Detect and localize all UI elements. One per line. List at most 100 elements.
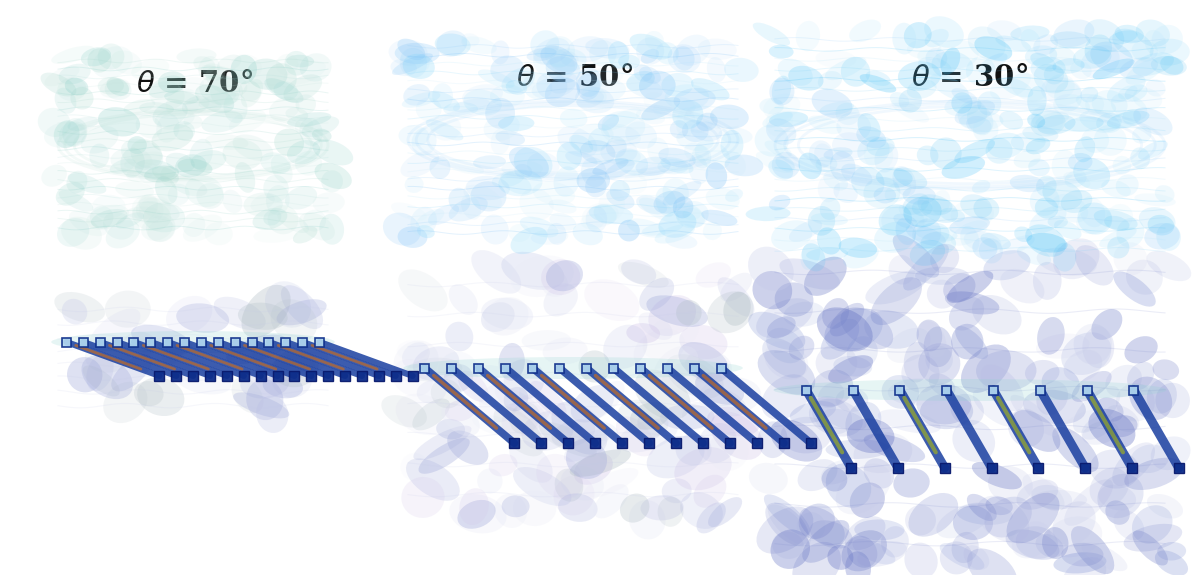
Ellipse shape [696, 503, 726, 534]
Ellipse shape [634, 329, 685, 369]
Ellipse shape [55, 88, 77, 114]
Ellipse shape [1043, 180, 1082, 210]
Ellipse shape [312, 139, 353, 166]
Ellipse shape [918, 343, 960, 385]
Ellipse shape [769, 78, 794, 105]
Ellipse shape [390, 59, 416, 76]
Ellipse shape [71, 87, 94, 109]
Ellipse shape [769, 195, 791, 210]
FancyBboxPatch shape [636, 363, 644, 373]
Ellipse shape [244, 193, 283, 217]
Ellipse shape [640, 71, 676, 101]
FancyBboxPatch shape [222, 371, 232, 381]
Ellipse shape [1151, 56, 1187, 76]
Ellipse shape [1042, 367, 1080, 400]
Ellipse shape [638, 312, 673, 340]
Ellipse shape [67, 117, 98, 131]
Ellipse shape [683, 208, 701, 220]
Ellipse shape [566, 439, 607, 479]
Ellipse shape [818, 382, 845, 408]
Ellipse shape [403, 84, 430, 106]
Ellipse shape [980, 233, 1010, 250]
Ellipse shape [121, 139, 163, 170]
Ellipse shape [925, 48, 947, 68]
Ellipse shape [44, 66, 79, 86]
Ellipse shape [1054, 553, 1106, 573]
Ellipse shape [398, 125, 430, 146]
Ellipse shape [913, 223, 949, 248]
Ellipse shape [91, 209, 127, 228]
Ellipse shape [852, 539, 895, 565]
Ellipse shape [749, 312, 805, 350]
Ellipse shape [698, 377, 761, 415]
Ellipse shape [485, 98, 515, 129]
Ellipse shape [578, 350, 611, 382]
Ellipse shape [725, 152, 746, 176]
Ellipse shape [676, 300, 702, 325]
Ellipse shape [274, 361, 296, 383]
Ellipse shape [252, 208, 287, 230]
FancyBboxPatch shape [163, 338, 172, 347]
Ellipse shape [246, 379, 283, 420]
Ellipse shape [100, 79, 131, 98]
Ellipse shape [416, 209, 444, 228]
Ellipse shape [936, 40, 979, 68]
Ellipse shape [918, 194, 958, 223]
Ellipse shape [859, 74, 896, 93]
Ellipse shape [931, 190, 950, 215]
Ellipse shape [1025, 224, 1066, 257]
Ellipse shape [893, 235, 940, 278]
FancyBboxPatch shape [582, 363, 590, 373]
Ellipse shape [510, 227, 547, 254]
Ellipse shape [895, 218, 916, 245]
Ellipse shape [908, 493, 959, 536]
Ellipse shape [41, 72, 77, 97]
Ellipse shape [270, 299, 317, 343]
Ellipse shape [233, 392, 289, 419]
Ellipse shape [124, 152, 163, 169]
Ellipse shape [647, 296, 708, 327]
Ellipse shape [691, 78, 730, 100]
Ellipse shape [184, 115, 203, 129]
Ellipse shape [1081, 415, 1114, 440]
Ellipse shape [956, 503, 1013, 525]
Ellipse shape [498, 116, 534, 131]
Ellipse shape [682, 120, 709, 142]
Ellipse shape [984, 250, 1031, 281]
Ellipse shape [127, 136, 146, 154]
Ellipse shape [61, 217, 102, 250]
Ellipse shape [775, 156, 794, 171]
Ellipse shape [988, 133, 1024, 158]
Ellipse shape [272, 349, 318, 387]
Ellipse shape [907, 39, 941, 59]
Ellipse shape [401, 49, 430, 72]
Ellipse shape [839, 237, 877, 258]
Ellipse shape [653, 97, 696, 119]
Ellipse shape [691, 145, 712, 168]
Ellipse shape [694, 475, 726, 508]
Ellipse shape [287, 140, 320, 164]
Ellipse shape [972, 295, 1021, 335]
Ellipse shape [818, 71, 842, 90]
Ellipse shape [1076, 207, 1111, 234]
Ellipse shape [641, 97, 680, 120]
Ellipse shape [205, 66, 247, 96]
Ellipse shape [1152, 25, 1183, 54]
Ellipse shape [1061, 332, 1111, 375]
Ellipse shape [967, 494, 997, 521]
FancyBboxPatch shape [725, 438, 736, 448]
Ellipse shape [148, 219, 174, 242]
Ellipse shape [416, 381, 446, 404]
Text: $\theta$ = 50°: $\theta$ = 50° [516, 63, 634, 93]
Ellipse shape [1094, 209, 1138, 231]
Ellipse shape [214, 297, 265, 330]
Ellipse shape [924, 327, 953, 367]
Ellipse shape [1033, 34, 1058, 56]
Ellipse shape [887, 328, 930, 363]
Ellipse shape [762, 338, 806, 378]
Ellipse shape [1010, 132, 1045, 152]
Ellipse shape [142, 340, 182, 366]
FancyBboxPatch shape [662, 363, 672, 373]
Ellipse shape [943, 274, 976, 302]
Ellipse shape [1015, 526, 1058, 559]
